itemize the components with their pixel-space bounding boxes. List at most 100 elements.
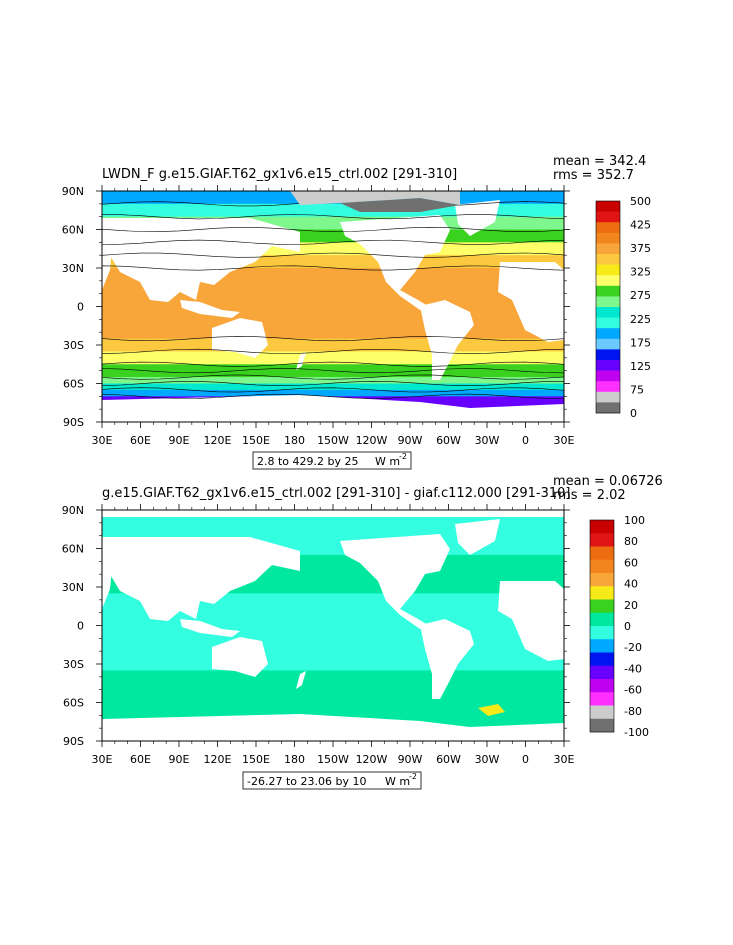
y-tick-label: 60S: [63, 378, 84, 391]
x-tick-label: 60E: [130, 434, 151, 447]
map-field: [102, 510, 564, 741]
colorbar-box: [596, 317, 620, 329]
colorbar-box: [596, 360, 620, 371]
range-label: 2.8 to 429.2 by 25: [257, 455, 359, 468]
contour-line: [102, 380, 564, 387]
land-greenland: [455, 519, 500, 555]
x-tick-label: 90E: [169, 434, 190, 447]
land-mask: [102, 200, 564, 422]
land-africa-east: [102, 569, 112, 609]
x-tick-label: 120E: [204, 434, 232, 447]
range-box: 2.8 to 429.2 by 25 W m -2: [252, 451, 412, 470]
colorbar-label: 375: [630, 242, 651, 255]
land-greenland: [455, 200, 500, 236]
field-band: [102, 203, 564, 218]
colorbar-label: -40: [624, 662, 642, 675]
colorbar-box: [590, 612, 614, 627]
land-north-america: [340, 534, 450, 629]
contour-line: [102, 239, 564, 245]
field-band: [102, 383, 564, 391]
colorbar-box: [590, 559, 614, 574]
land-south-america: [420, 300, 474, 380]
arctic-ice: [340, 198, 460, 212]
contour-line: [102, 393, 564, 399]
contour-line: [102, 368, 564, 374]
colorbar-frame: [595, 200, 621, 414]
y-tick-label: 30N: [62, 262, 84, 275]
land-africa: [498, 581, 564, 661]
y-tick-label: 60N: [62, 224, 84, 237]
colorbar-box: [596, 307, 620, 318]
range-units-exp: -2: [399, 452, 407, 461]
colorbar-label: 275: [630, 289, 651, 302]
stat-mean: mean = 0.06726: [553, 474, 663, 489]
field-band: [102, 389, 564, 397]
x-tick-label: 60W: [436, 434, 461, 447]
y-tick-label: 90S: [63, 735, 84, 748]
land-indonesia: [180, 300, 240, 318]
colorbar-box: [590, 573, 614, 587]
colorbar-label: 325: [630, 266, 651, 279]
colorbar-box: [590, 599, 614, 614]
colorbar-box: [596, 391, 620, 403]
colorbar-box: [590, 626, 614, 640]
land-nz: [296, 671, 306, 689]
land-antarctica: [102, 714, 564, 741]
x-tick-label: 60W: [436, 753, 461, 766]
colorbar-box: [596, 201, 620, 212]
y-tick-label: 30S: [63, 339, 84, 352]
y-tick-label: 0: [77, 301, 84, 314]
x-tick-label: 30E: [92, 434, 113, 447]
colorbar-label: 500: [630, 195, 651, 208]
x-tick-label: 90W: [398, 434, 423, 447]
colorbar-box: [596, 254, 620, 265]
contour-line: [102, 374, 564, 380]
x-tick-label: 150W: [317, 753, 349, 766]
colorbar-label: 425: [630, 219, 651, 232]
land-arctic: [102, 510, 564, 517]
contour-line: [102, 265, 564, 271]
colorbar-box: [590, 705, 614, 720]
anomaly-patch: [478, 704, 505, 716]
colorbar-label: 75: [630, 383, 644, 396]
land-asia: [102, 218, 300, 302]
x-tick-label: 120W: [356, 753, 388, 766]
colorbar-box: [596, 328, 620, 340]
range-label: -26.27 to 23.06 by 10: [247, 775, 366, 788]
x-tick-label: 90E: [169, 753, 190, 766]
field-band: [102, 702, 564, 716]
colorbar-box: [590, 533, 614, 547]
land-australia: [212, 637, 268, 677]
colorbar-box: [596, 349, 620, 361]
colorbar-label: 175: [630, 336, 651, 349]
colorbar-box: [590, 639, 614, 653]
colorbar-box: [590, 546, 614, 561]
y-tick-label: 0: [77, 620, 84, 633]
land-mask: [102, 510, 564, 741]
colorbar-box: [596, 285, 620, 297]
y-tick-label: 90S: [63, 416, 84, 429]
panel-title: g.e15.GIAF.T62_gx1v6.e15_ctrl.002 [291-3…: [102, 486, 571, 501]
colorbar-label: -60: [624, 684, 642, 697]
field-band: [102, 377, 564, 384]
colorbar-box: [590, 665, 614, 680]
panel-lwdn: LWDN_F g.e15.GIAF.T62_gx1v6.e15_ctrl.002…: [62, 154, 651, 470]
colorbar-box: [596, 243, 620, 255]
colorbar-label: 125: [630, 360, 651, 373]
x-tick-label: 30E: [554, 753, 575, 766]
contour-line: [102, 361, 564, 367]
contour-lines: [102, 201, 564, 399]
x-tick-label: 0: [522, 434, 529, 447]
map-field: [102, 191, 564, 422]
x-tick-label: 0: [522, 753, 529, 766]
land-indonesia: [180, 619, 240, 637]
colorbar-label: 40: [624, 578, 638, 591]
x-tick-label: 150E: [242, 434, 270, 447]
colorbar-box: [590, 718, 614, 733]
x-tick-label: 30W: [475, 434, 500, 447]
contour-line: [102, 348, 564, 354]
colorbar-label: -100: [624, 726, 649, 739]
range-units: W m: [385, 775, 410, 788]
axes: 30E 60E 90E 120E 150E 180 150W 120W 90W 60W 30W 0 30…: [62, 185, 575, 447]
arctic-ice-light: [290, 191, 460, 205]
